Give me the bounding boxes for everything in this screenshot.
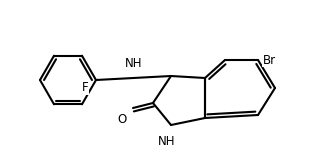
Text: F: F — [82, 81, 88, 94]
Text: NH: NH — [158, 135, 176, 148]
Text: NH: NH — [125, 57, 142, 70]
Text: Br: Br — [263, 53, 276, 67]
Text: O: O — [118, 113, 127, 126]
